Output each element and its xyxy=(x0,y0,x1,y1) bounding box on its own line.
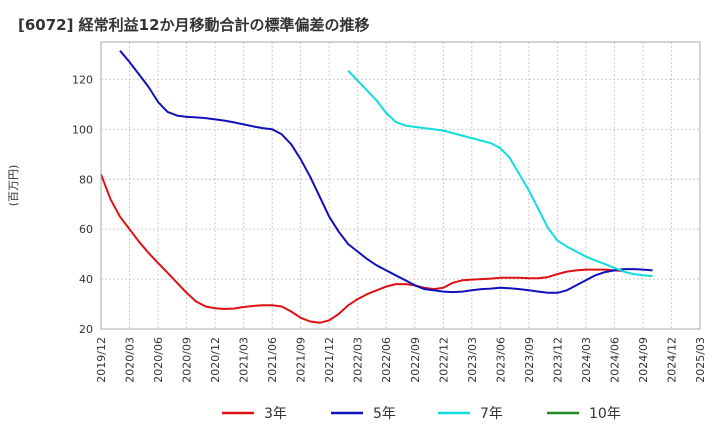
y-tick-label: 100 xyxy=(72,123,93,136)
x-tick-label: 2021/12 xyxy=(323,337,336,383)
x-tick-label: 2020/12 xyxy=(209,337,222,383)
series-line-1 xyxy=(119,50,653,294)
y-tick-label: 40 xyxy=(79,273,93,286)
plot-frame xyxy=(100,41,701,330)
x-tick-label: 2024/12 xyxy=(665,337,678,383)
x-tick-label: 2022/12 xyxy=(437,337,450,383)
series-line-0 xyxy=(100,173,624,324)
x-tick-label: 2021/09 xyxy=(295,337,308,383)
x-tick-label: 2024/03 xyxy=(580,337,593,383)
x-tick-label: 2020/06 xyxy=(152,337,165,383)
x-tick-label: 2023/03 xyxy=(466,337,479,383)
x-tick-label: 2020/09 xyxy=(181,337,194,383)
grid-layer xyxy=(100,42,701,330)
x-tick-label: 2022/09 xyxy=(409,337,422,383)
x-tick-label: 2022/03 xyxy=(352,337,365,383)
xtick-layer: 2019/12 2020/03 2020/06 2020/09 2020/12 2021/… xyxy=(95,337,707,383)
x-tick-label: 2023/09 xyxy=(523,337,536,383)
x-tick-label: 2025/03 xyxy=(694,337,707,383)
x-tick-label: 2021/03 xyxy=(238,337,251,383)
x-tick-label: 2024/06 xyxy=(608,337,621,383)
series-line-2 xyxy=(347,70,653,278)
x-tick-label: 2020/03 xyxy=(124,337,137,383)
y-tick-label: 120 xyxy=(72,73,93,86)
legend: 3年 5年 7年 10年 xyxy=(222,406,621,422)
ytick-layer: 20 40 60 80 100 120 xyxy=(72,73,93,336)
y-tick-label: 80 xyxy=(79,173,93,186)
legend-label-1: 5年 xyxy=(373,406,396,422)
legend-label-2: 7年 xyxy=(480,406,503,422)
x-tick-label: 2021/06 xyxy=(266,337,279,383)
chart-title: [6072] 経常利益12か月移動合計の標準偏差の推移 xyxy=(18,16,370,34)
y-axis-label: (百万円) xyxy=(7,165,20,207)
legend-label-0: 3年 xyxy=(264,406,287,422)
x-tick-label: 2024/09 xyxy=(637,337,650,383)
x-tick-label: 2023/06 xyxy=(494,337,507,383)
x-tick-label: 2023/12 xyxy=(551,337,564,383)
legend-label-3: 10年 xyxy=(589,406,621,422)
y-tick-label: 60 xyxy=(79,223,93,236)
y-tick-label: 20 xyxy=(79,323,93,336)
x-tick-label: 2022/06 xyxy=(380,337,393,383)
x-tick-label: 2019/12 xyxy=(95,337,108,383)
series-layer xyxy=(100,50,653,324)
